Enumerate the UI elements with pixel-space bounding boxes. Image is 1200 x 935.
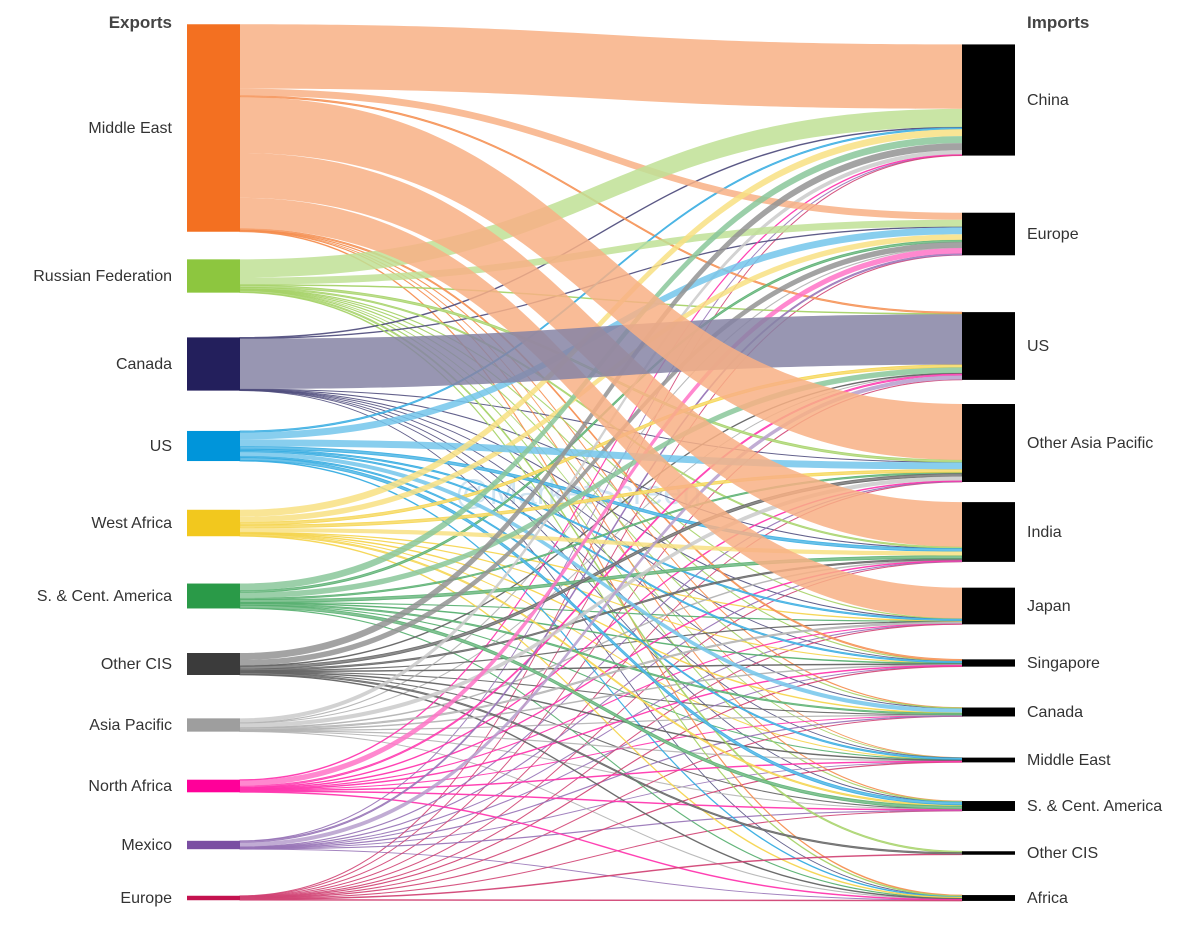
flow-europe-to-africa — [239, 899, 963, 902]
source-node-mexico — [187, 840, 240, 850]
source-label-north-africa: North Africa — [88, 778, 172, 795]
flow-us-to-canada — [240, 451, 962, 713]
flow-north-africa-to-europe — [240, 248, 962, 786]
target-label-europe: Europe — [1027, 226, 1079, 243]
flow-west-africa-to-europe — [240, 234, 962, 523]
flow-asia-pacific-to-s-cent-america — [239, 730, 963, 810]
target-node-us — [962, 312, 1015, 380]
flow-asia-pacific-to-china — [240, 150, 962, 723]
source-label-west-africa: West Africa — [91, 515, 172, 532]
target-node-other-asia-pacific — [962, 404, 1015, 482]
target-node-canada — [962, 707, 1015, 717]
target-label-middle-east: Middle East — [1027, 752, 1111, 769]
source-node-s-cent-america — [187, 583, 240, 609]
source-label-canada: Canada — [116, 356, 172, 373]
nodes — [187, 24, 1015, 901]
flow-links — [239, 24, 963, 902]
flow-russian-federation-to-china — [240, 108, 962, 278]
exports-header: Exports — [109, 13, 172, 32]
target-label-singapore: Singapore — [1027, 655, 1100, 672]
target-label-africa: Africa — [1027, 890, 1068, 907]
target-node-africa — [962, 895, 1015, 901]
source-label-europe: Europe — [120, 890, 172, 907]
source-node-canada — [187, 337, 240, 391]
flow-west-africa-to-china — [240, 129, 962, 517]
flow-europe-to-japan — [239, 623, 963, 898]
source-node-russian-federation — [187, 259, 240, 293]
flow-asia-pacific-to-other-asia-pacific — [240, 476, 962, 728]
target-label-china: China — [1027, 92, 1069, 109]
flow-middle-east-to-europe — [240, 88, 962, 220]
target-node-other-cis — [962, 851, 1015, 855]
source-label-russian-federation: Russian Federation — [33, 268, 172, 285]
target-node-singapore — [962, 659, 1015, 667]
target-node-india — [962, 502, 1015, 562]
source-node-north-africa — [187, 779, 240, 793]
flow-middle-east-to-japan — [240, 197, 962, 619]
flow-us-to-other-asia-pacific — [240, 439, 962, 470]
flow-middle-east-to-china — [240, 24, 962, 109]
target-node-china — [962, 44, 1015, 156]
source-label-mexico: Mexico — [121, 837, 172, 854]
flow-middle-east-to-other-asia-pacific — [240, 97, 962, 461]
source-node-west-africa — [187, 509, 240, 537]
flow-europe-to-other-cis — [239, 853, 963, 900]
source-label-other-cis: Other CIS — [101, 656, 172, 673]
source-label-asia-pacific: Asia Pacific — [89, 717, 172, 734]
flow-mexico-to-middle-east — [239, 761, 963, 850]
target-label-other-asia-pacific: Other Asia Pacific — [1027, 435, 1153, 452]
target-node-middle-east — [962, 757, 1015, 763]
flow-mexico-to-us — [240, 375, 962, 847]
node-labels: Middle East Russian Federation Canada US Wes… — [33, 92, 1162, 907]
target-node-s-cent-america — [962, 801, 1015, 811]
target-node-europe — [962, 212, 1015, 256]
source-node-other-cis — [187, 653, 240, 675]
target-label-other-cis: Other CIS — [1027, 845, 1098, 862]
source-node-asia-pacific — [187, 718, 240, 732]
imports-header: Imports — [1027, 13, 1089, 32]
flow-canada-to-us — [240, 314, 962, 390]
target-node-japan — [962, 587, 1015, 625]
target-label-japan: Japan — [1027, 598, 1071, 615]
source-node-us — [187, 430, 240, 462]
target-label-india: India — [1027, 524, 1062, 541]
source-label-us: US — [150, 438, 172, 455]
flow-west-africa-to-india — [240, 527, 962, 556]
source-label-s-cent-america: S. & Cent. America — [37, 588, 172, 605]
source-node-middle-east — [187, 24, 240, 232]
target-label-canada: Canada — [1027, 704, 1083, 721]
source-node-europe — [187, 895, 240, 901]
source-label-middle-east: Middle East — [88, 120, 172, 137]
target-label-us: US — [1027, 338, 1049, 355]
target-label-s-cent-america: S. & Cent. America — [1027, 798, 1162, 815]
flow-s-cent-america-to-us — [240, 367, 962, 599]
